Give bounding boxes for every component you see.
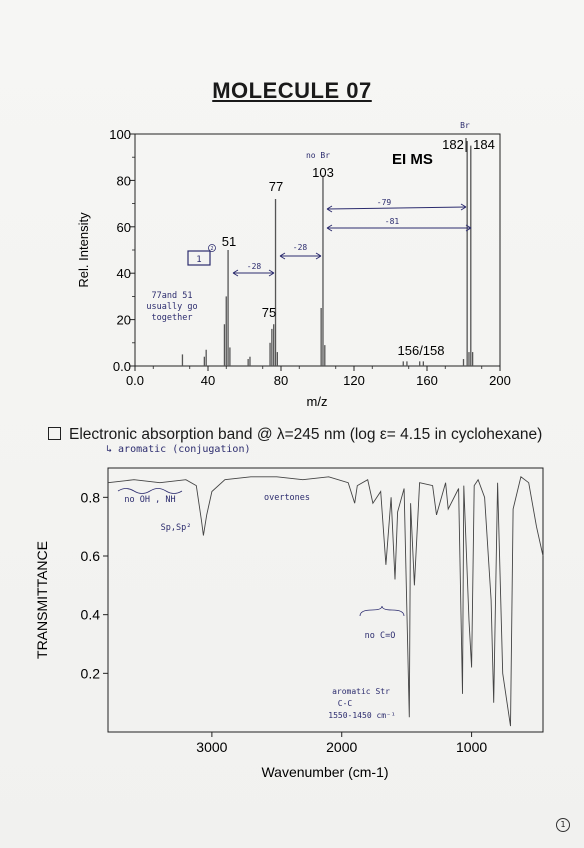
ms-y-tick-label: 20 <box>117 313 131 328</box>
ms-note-77-51-line3: together <box>152 313 193 323</box>
ms-x-tick-label: 0.0 <box>126 373 144 388</box>
ir-note-no-oh-nh: no OH , NH <box>124 495 175 505</box>
ir-x-label: Wavenumber (cm-1) <box>261 764 388 780</box>
ms-note-minus81: -81 <box>385 217 400 226</box>
ir-chart: 3000 2000 1000 0.8 0.6 0.4 0.2 Wavenumber (cm-… <box>34 467 544 780</box>
ir-note-aromatic-line1: aromatic Str <box>332 687 390 696</box>
ms-y-tick-label: 60 <box>117 220 131 235</box>
ir-note-brace-co <box>359 605 405 617</box>
ir-note-overtones: overtones <box>264 493 310 503</box>
ms-peak-label-184: 184 <box>473 137 495 152</box>
ir-note-aromatic-line3: 1550-1450 cm⁻¹ <box>328 711 395 720</box>
ms-peak-label-156-158: 156/158 <box>398 343 445 358</box>
ir-y-tick-label: 0.6 <box>81 548 101 564</box>
ms-y-tick-label: 40 <box>117 266 131 281</box>
ir-x-tick-label: 1000 <box>456 739 487 755</box>
ms-note-77-51-line1: 77and 51 <box>152 291 193 301</box>
ir-note-no-co: no C=O <box>365 631 396 641</box>
ir-note-sp-sp2: Sp,Sp² <box>161 523 192 533</box>
ms-peak-label-103: 103 <box>312 165 334 180</box>
uv-handwritten-note: ↳ aromatic (conjugation) <box>106 444 251 455</box>
ir-note-brace-oh <box>117 488 183 494</box>
ms-note-77-51-line2: usually go <box>146 302 197 312</box>
ms-arrowheads-minus28-b <box>279 252 322 260</box>
ir-plot-frame <box>107 467 544 733</box>
ir-x-tick-label: 2000 <box>326 739 357 755</box>
ir-y-tick-label: 0.8 <box>81 489 101 505</box>
ms-x-tick-label: 120 <box>343 373 365 388</box>
ir-y-tick-label: 0.4 <box>81 607 101 623</box>
ms-note-minus28-a: -28 <box>247 262 262 271</box>
ir-spectrum-line <box>107 476 544 727</box>
page-title: MOLECULE 07 <box>212 78 372 103</box>
ms-peak-label-182: 182 <box>442 137 464 152</box>
ir-note-aromatic-line2: C-C <box>338 699 353 708</box>
uv-absorption-text: Electronic absorption band @ λ=245 nm (l… <box>69 426 543 443</box>
ms-note-box <box>187 250 211 266</box>
ms-note-circle <box>208 244 216 252</box>
ms-arrowheads-minus81 <box>326 224 472 232</box>
ms-y-tick-label: 100 <box>109 127 131 142</box>
ir-y-tick-label: 0.2 <box>81 665 101 681</box>
ms-x-tick-label: 160 <box>416 373 438 388</box>
ir-y-label: TRANSMITTANCE <box>34 541 50 659</box>
ir-x-tick-label: 3000 <box>196 739 227 755</box>
ms-note-no-br: no Br <box>306 151 330 160</box>
page-number: 1 <box>556 818 570 832</box>
ms-note-minus79: -79 <box>377 198 392 207</box>
ms-note-circle-number: 2 <box>210 246 213 252</box>
ms-note-box-number: 1 <box>196 255 201 265</box>
uv-absorption-line: Electronic absorption band @ λ=245 nm (l… <box>48 426 542 444</box>
checkbox-icon <box>48 427 61 440</box>
ms-arrow-minus79 <box>326 206 467 210</box>
ms-chart: 0.0 40 80 120 160 200 0.0 20 40 60 80 100 m/z Rel. … <box>76 121 511 409</box>
ms-y-tick-label: 80 <box>117 173 131 188</box>
ms-y-tick-label: 0.0 <box>113 359 131 374</box>
ms-arrowheads-minus28-a <box>232 269 275 277</box>
ms-x-label: m/z <box>307 394 328 409</box>
ms-peak-label-75: 75 <box>262 305 276 320</box>
ms-peak-label-77: 77 <box>269 179 283 194</box>
ms-note-minus28-b: -28 <box>293 243 308 252</box>
ms-y-label: Rel. Intensity <box>76 212 91 288</box>
ms-peak-label-51: 51 <box>222 234 236 249</box>
ms-note-br: Br <box>460 121 470 130</box>
ms-x-tick-label: 80 <box>274 373 288 388</box>
ms-arrowheads-minus79 <box>326 203 467 213</box>
ms-x-tick-label: 40 <box>201 373 215 388</box>
ms-spectrum-label: EI MS <box>392 151 433 168</box>
ms-x-tick-label: 200 <box>489 373 511 388</box>
